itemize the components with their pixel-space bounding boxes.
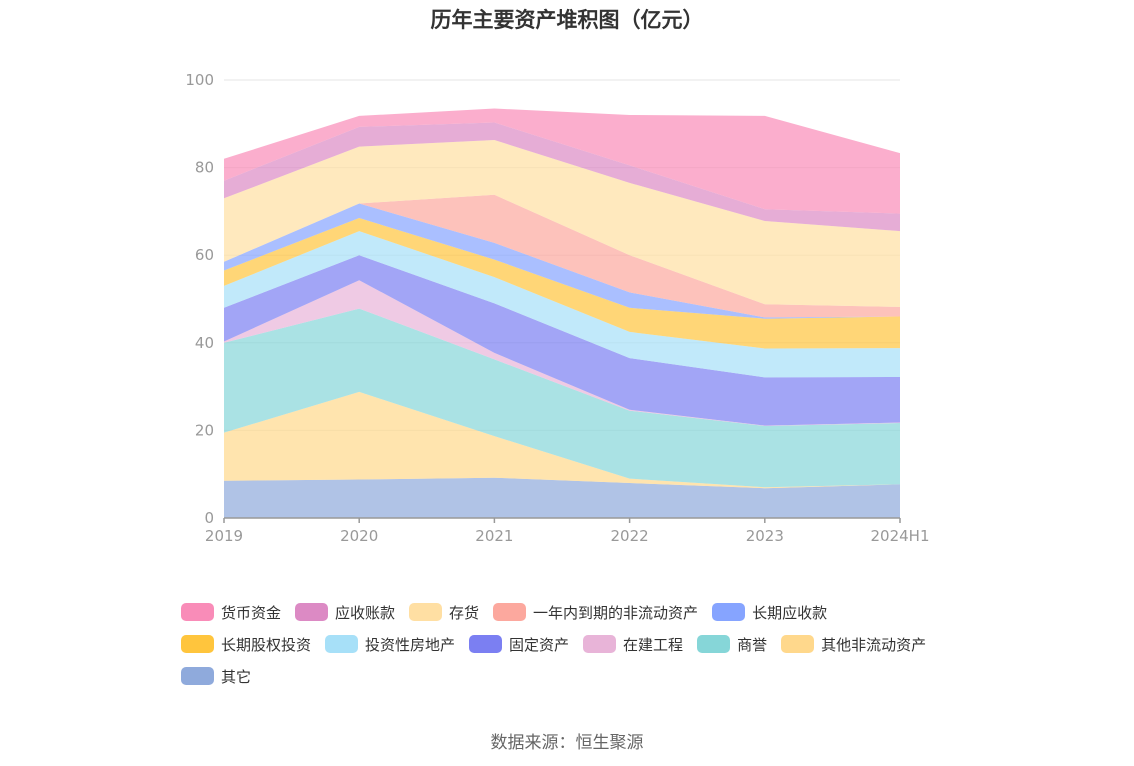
x-tick-label: 2024H1 — [871, 527, 930, 545]
legend-item[interactable]: 长期股权投资 — [181, 628, 311, 660]
legend-label: 长期股权投资 — [221, 635, 312, 654]
legend-item[interactable]: 一年内到期的非流动资产 — [493, 596, 698, 628]
legend-item[interactable]: 货币资金 — [181, 596, 281, 628]
legend-label: 存货 — [449, 603, 480, 622]
legend-item[interactable]: 其它 — [181, 660, 251, 692]
area-series-9 — [224, 140, 900, 307]
legend-item[interactable]: 其他非流动资产 — [781, 628, 926, 660]
legend-label: 投资性房地产 — [365, 635, 456, 654]
area-series-2 — [224, 308, 900, 488]
area-series — [224, 108, 900, 518]
legend-label: 商誉 — [737, 635, 768, 654]
x-tick-label: 2020 — [340, 527, 378, 545]
x-tick-label: 2023 — [746, 527, 784, 545]
axes: 0 20 40 60 80 100 2019 2020 2021 2022 2023 2024H1 — [185, 71, 929, 545]
stacked-area-chart: 0 20 40 60 80 100 2019 2020 2021 2022 2023 2024H1 — [185, 71, 929, 545]
area-series-6 — [224, 218, 900, 349]
y-tick-label: 100 — [185, 71, 214, 89]
area-series-0 — [224, 477, 900, 518]
area-series-5 — [224, 231, 900, 378]
area-series-3 — [224, 280, 900, 426]
legend-swatch — [583, 635, 617, 653]
legend-swatch — [781, 635, 815, 653]
y-tick-label: 80 — [195, 159, 214, 177]
data-source: 数据来源：恒生聚源 — [490, 733, 644, 753]
area-series-10 — [224, 122, 900, 232]
chart-title: 历年主要资产堆积图（亿元） — [430, 8, 704, 32]
area-series-4 — [224, 255, 900, 426]
area-series-1 — [224, 391, 900, 489]
legend-item[interactable]: 商誉 — [697, 628, 767, 660]
legend-swatch — [712, 603, 746, 621]
legend-label: 长期应收款 — [752, 603, 828, 622]
y-tick-label: 60 — [195, 246, 214, 264]
legend-swatch — [181, 667, 214, 685]
legend: 货币资金 应收账款 存货 一年内到期的非流动资产 长期应收款长期股权投资 投资性房地产 固定… — [181, 596, 981, 692]
legend-item[interactable]: 存货 — [409, 596, 479, 628]
x-tick-label: 2022 — [611, 527, 649, 545]
legend-label: 其他非流动资产 — [821, 635, 927, 654]
legend-item[interactable]: 应收账款 — [295, 596, 395, 628]
legend-swatch — [181, 635, 214, 653]
legend-item[interactable]: 长期应收款 — [712, 596, 827, 628]
legend-swatch — [493, 603, 527, 621]
legend-label: 货币资金 — [221, 603, 282, 622]
area-series-11 — [224, 108, 900, 214]
x-tick-label: 2019 — [205, 527, 243, 545]
y-tick-label: 40 — [195, 334, 214, 352]
legend-swatch — [469, 635, 503, 653]
legend-swatch — [697, 635, 731, 653]
legend-item[interactable]: 在建工程 — [583, 628, 683, 660]
legend-swatch — [295, 603, 329, 621]
x-tick-label: 2021 — [475, 527, 513, 545]
legend-item[interactable]: 固定资产 — [469, 628, 569, 660]
legend-label: 在建工程 — [623, 635, 684, 654]
legend-swatch — [181, 603, 214, 621]
legend-swatch — [409, 603, 443, 621]
legend-item[interactable]: 投资性房地产 — [325, 628, 455, 660]
area-series-8 — [224, 194, 900, 318]
legend-label: 固定资产 — [509, 635, 570, 654]
y-tick-label: 20 — [195, 421, 214, 439]
legend-label: 一年内到期的非流动资产 — [533, 603, 699, 622]
legend-label: 应收账款 — [335, 603, 396, 622]
y-tick-label: 0 — [204, 509, 214, 527]
legend-label: 其它 — [221, 667, 252, 686]
legend-swatch — [325, 635, 359, 653]
